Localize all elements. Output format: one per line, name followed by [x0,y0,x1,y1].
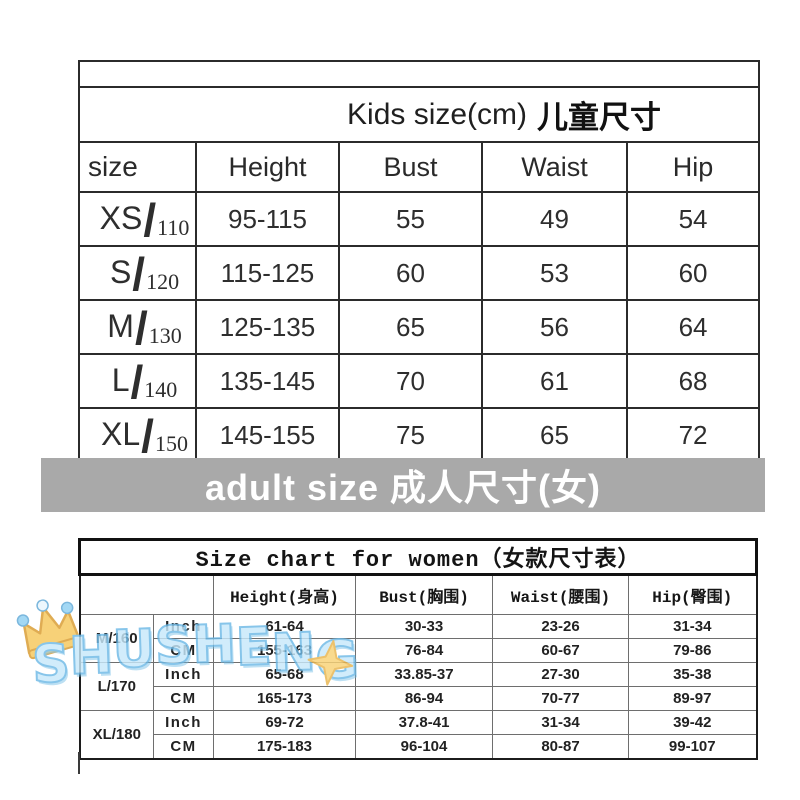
women-table-header-row: Height(身高) Bust(胸围) Waist(腰围) Hip(臀围) [79,574,758,615]
column-header-bust: Bust(胸围) [355,574,493,615]
size-cell: L/170 [79,662,154,711]
kids-title-zh: 儿童尺寸 [537,100,662,135]
size-cell: M/160 [79,614,154,663]
kids-size-table: Kids size(cm) 儿童尺寸 size Height Bust Wais… [77,60,761,463]
column-header-hip: Hip [625,141,761,193]
size-cell: XS/110 [78,191,197,247]
height-cell: 65-68 [213,662,356,687]
height-cell: 61-64 [213,614,356,639]
waist-cell: 27-30 [492,662,629,687]
bust-cell: 55 [338,191,483,247]
height-cell: 155-163 [213,638,356,663]
column-header-height: Height(身高) [213,574,356,615]
bust-cell: 76-84 [355,638,493,663]
slash: / [132,248,146,301]
table-row: CM 165-173 86-94 70-77 89-97 [80,686,758,711]
slash: / [143,194,157,247]
waist-cell: 23-26 [492,614,629,639]
height-cell: 145-155 [195,407,340,463]
column-header-hip: Hip(臀围) [627,574,758,615]
bust-cell: 75 [338,407,483,463]
waist-cell: 31-34 [492,710,629,735]
adult-size-banner-label: adult size 成人尺寸(女) [204,467,602,508]
hip-cell: 72 [625,407,761,463]
hip-cell: 64 [625,299,761,355]
bust-cell: 86-94 [355,686,493,711]
bust-cell: 37.8-41 [355,710,493,735]
table-row: L/170 Inch 65-68 33.85-37 27-30 35-38 [79,662,758,711]
waist-cell: 61 [481,353,628,409]
bust-cell: 30-33 [355,614,493,639]
height-cell: 135-145 [195,353,340,409]
height-cell: 165-173 [213,686,356,711]
table-row: CM 155-163 76-84 60-67 79-86 [80,638,758,663]
unit-cell: Inch [153,662,214,687]
hip-cell: 60 [625,245,761,301]
waist-cell: 80-87 [492,734,629,760]
table-row: L/140 135-145 70 61 68 [78,353,761,409]
waist-cell: 49 [481,191,628,247]
unit-cell: Inch [153,710,214,735]
table-border-stub [78,752,80,774]
table-row: XL/180 Inch 69-72 37.8-41 31-34 39-42 [79,710,758,760]
unit-cell: CM [153,686,214,711]
table-row: M/160 Inch 61-64 30-33 23-26 31-34 [79,614,758,663]
table-row: M/130 125-135 65 56 64 [78,299,761,355]
women-size-table: Size chart for women（女款尺寸表） Height(身高) B… [77,538,759,760]
unit-cell: Inch [153,614,214,639]
waist-cell: 65 [481,407,628,463]
hip-cell: 68 [625,353,761,409]
kids-table-header-row: size Height Bust Waist Hip [78,141,761,193]
slash: / [130,356,144,409]
column-header-bust: Bust [338,141,483,193]
women-table-title: Size chart for women（女款尺寸表） [77,538,759,576]
bust-cell: 96-104 [355,734,493,760]
unit-cell: CM [153,638,214,663]
column-header-waist: Waist [481,141,628,193]
slash: / [141,410,154,463]
women-table-title-row: Size chart for women（女款尺寸表） [77,538,759,576]
slash: / [134,302,148,355]
hip-cell: 39-42 [627,710,758,735]
hip-cell: 54 [625,191,761,247]
adult-size-banner: adult size 成人尺寸(女) [41,458,765,512]
table-row: S/120 115-125 60 53 60 [78,245,761,301]
column-header-waist: Waist(腰围) [492,574,629,615]
size-cell: L/140 [78,353,197,409]
waist-cell: 60-67 [492,638,629,663]
hip-cell: 35-38 [627,662,758,687]
bust-cell: 70 [338,353,483,409]
bust-cell: 60 [338,245,483,301]
height-cell: 125-135 [195,299,340,355]
kids-title-en: Kids size(cm) [347,97,528,131]
height-cell: 69-72 [213,710,356,735]
hip-cell: 79-86 [627,638,758,663]
hip-cell: 31-34 [627,614,758,639]
height-cell: 175-183 [213,734,356,760]
table-row: CM 175-183 96-104 80-87 99-107 [80,734,758,760]
empty-header-cell [79,574,214,615]
kids-table-top-strip [77,60,761,88]
table-row: XS/110 95-115 55 49 54 [78,191,761,247]
height-cell: 95-115 [195,191,340,247]
bust-cell: 65 [338,299,483,355]
bust-cell: 33.85-37 [355,662,493,687]
size-cell: XL/150 [78,407,197,463]
column-header-height: Height [195,141,340,193]
size-cell: S/120 [78,245,197,301]
height-cell: 115-125 [195,245,340,301]
waist-cell: 70-77 [492,686,629,711]
unit-cell: CM [153,734,214,760]
size-cell: XL/180 [79,710,154,760]
column-header-size: size [78,141,197,193]
kids-table-title: Kids size(cm) 儿童尺寸 [80,92,758,137]
hip-cell: 99-107 [627,734,758,760]
hip-cell: 89-97 [627,686,758,711]
waist-cell: 53 [481,245,628,301]
kids-table-title-row: Kids size(cm) 儿童尺寸 [77,86,761,143]
waist-cell: 56 [481,299,628,355]
size-cell: M/130 [78,299,197,355]
table-row: XL/150 145-155 75 65 72 [78,407,761,463]
